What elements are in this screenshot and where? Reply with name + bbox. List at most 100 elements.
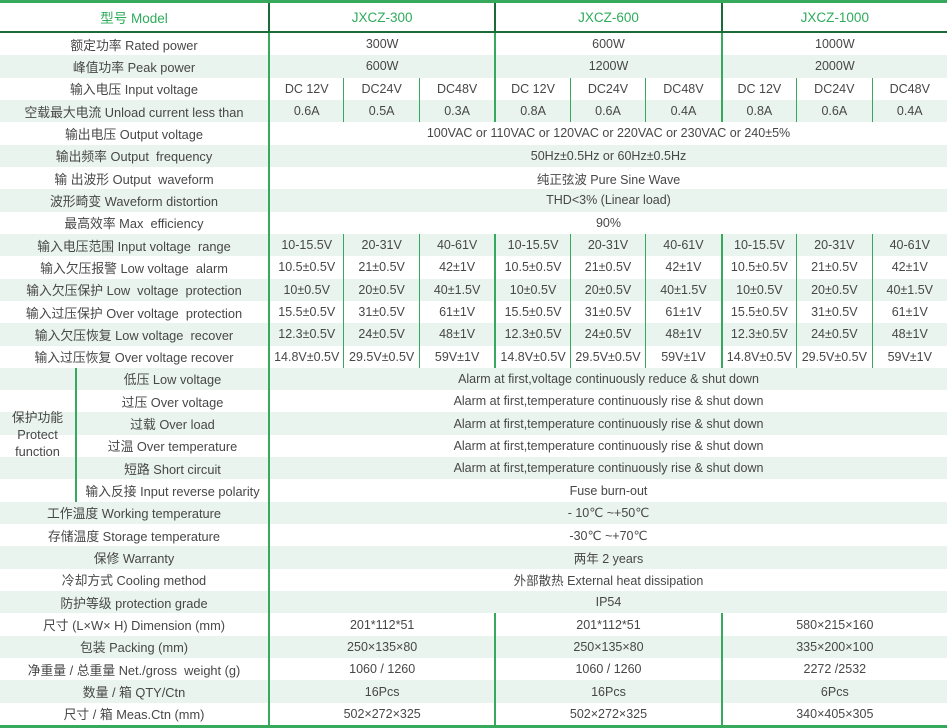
spec-value: DC 12V	[720, 77, 797, 100]
spec-value: 580×215×160	[720, 613, 947, 636]
spec-value: 10.5±0.5V	[494, 256, 570, 279]
spec-value: DC48V	[418, 77, 495, 100]
spec-value: 100VAC or 110VAC or 120VAC or 220VAC or …	[268, 122, 947, 145]
spec-value: 21±0.5V	[796, 256, 872, 279]
spec-value: 2272 /2532	[720, 658, 947, 681]
spec-value: 16Pcs	[494, 680, 721, 703]
spec-value: 502×272×325	[268, 702, 495, 725]
spec-value: 12.3±0.5V	[494, 323, 570, 346]
model-header-jxcz-1000: JXCZ-1000	[720, 3, 947, 33]
model-header-jxcz-600: JXCZ-600	[494, 3, 721, 33]
spec-value: 20±0.5V	[569, 278, 646, 301]
spec-value: 24±0.5V	[343, 323, 419, 346]
spec-value: 50Hz±0.5Hz or 60Hz±0.5Hz	[268, 144, 947, 167]
spec-row-label: 波形畸变 Waveform distortion	[0, 189, 268, 212]
protect-sub-label: 过载 Over load	[75, 412, 268, 435]
spec-value: 42±1V	[645, 256, 721, 279]
spec-value: Alarm at first,voltage continuously redu…	[268, 367, 947, 391]
model-header-label: 型号 Model	[0, 3, 268, 33]
protect-sub-label: 过温 Over temperature	[75, 434, 268, 458]
spec-value: 40-61V	[871, 233, 947, 257]
spec-value: 24±0.5V	[569, 323, 646, 346]
protect-group-column-bg	[0, 457, 75, 480]
spec-value: 20-31V	[569, 233, 646, 257]
spec-value: 48±1V	[645, 323, 721, 346]
protect-group-column-bg	[0, 390, 75, 413]
spec-value: 300W	[268, 33, 495, 56]
spec-row-label: 输 出波形 Output waveform	[0, 166, 268, 190]
spec-value: 250×135×80	[268, 635, 495, 659]
spec-value: 40±1.5V	[871, 278, 947, 301]
spec-value: 21±0.5V	[569, 256, 646, 279]
spec-value: 0.8A	[720, 99, 797, 123]
spec-value: 40-61V	[418, 233, 495, 257]
protect-sub-label: 短路 Short circuit	[75, 457, 268, 480]
spec-row-label: 净重量 / 总重量 Net./gross weight (g)	[0, 658, 268, 681]
spec-value: 10.5±0.5V	[720, 256, 797, 279]
spec-value: 0.6A	[796, 99, 872, 123]
spec-value: 10±0.5V	[494, 278, 570, 301]
spec-value: DC 12V	[268, 77, 344, 100]
spec-row-label: 工作温度 Working temperature	[0, 501, 268, 525]
spec-value: 24±0.5V	[796, 323, 872, 346]
protect-group-column-bg	[0, 434, 75, 458]
protect-sub-label: 低压 Low voltage	[75, 367, 268, 391]
spec-value: 29.5V±0.5V	[343, 345, 419, 368]
spec-value: 10-15.5V	[268, 233, 344, 257]
spec-value: DC24V	[343, 77, 419, 100]
spec-row-label: 数量 / 箱 QTY/Ctn	[0, 680, 268, 703]
spec-value: 42±1V	[418, 256, 495, 279]
spec-row-label: 尺寸 (L×W× H) Dimension (mm)	[0, 613, 268, 636]
spec-value: 10±0.5V	[268, 278, 344, 301]
spec-value: 90%	[268, 211, 947, 234]
spec-value: 31±0.5V	[569, 300, 646, 324]
spec-row-label: 空载最大电流 Unload current less than	[0, 99, 268, 123]
spec-value: 29.5V±0.5V	[796, 345, 872, 368]
spec-value: Alarm at first,temperature continuously …	[268, 390, 947, 413]
spec-value: 42±1V	[871, 256, 947, 279]
spec-value: 10-15.5V	[494, 233, 570, 257]
spec-row-label: 输入过压恢复 Over voltage recover	[0, 345, 268, 368]
spec-value: 1060 / 1260	[494, 658, 721, 681]
protect-group-column-bg	[0, 367, 75, 391]
spec-value: Fuse burn-out	[268, 479, 947, 502]
spec-value: 0.5A	[343, 99, 419, 123]
spec-value: 59V±1V	[418, 345, 495, 368]
spec-value: 12.3±0.5V	[720, 323, 797, 346]
spec-value: 0.6A	[569, 99, 646, 123]
spec-value: - 10℃ ~+50℃	[268, 501, 947, 525]
model-header-jxcz-300: JXCZ-300	[268, 3, 495, 33]
protect-sub-label: 输入反接 Input reverse polarity	[75, 479, 268, 502]
spec-value: DC 12V	[494, 77, 570, 100]
spec-value: 14.8V±0.5V	[720, 345, 797, 368]
spec-value: 61±1V	[871, 300, 947, 324]
spec-row-label: 输入过压保护 Over voltage protection	[0, 300, 268, 324]
spec-value: 6Pcs	[720, 680, 947, 703]
spec-row-label: 额定功率 Rated power	[0, 33, 268, 56]
spec-value: 48±1V	[418, 323, 495, 346]
spec-value: DC48V	[871, 77, 947, 100]
spec-value: 14.8V±0.5V	[494, 345, 570, 368]
spec-value: 31±0.5V	[796, 300, 872, 324]
spec-row-label: 输入欠压保护 Low voltage protection	[0, 278, 268, 301]
spec-value: 0.6A	[268, 99, 344, 123]
spec-value: 两年 2 years	[268, 546, 947, 569]
spec-value: DC24V	[796, 77, 872, 100]
spec-value: 10-15.5V	[720, 233, 797, 257]
spec-value: IP54	[268, 591, 947, 614]
spec-value: 40±1.5V	[418, 278, 495, 301]
spec-row-label: 峰值功率 Peak power	[0, 55, 268, 78]
spec-value: DC24V	[569, 77, 646, 100]
spec-value: 61±1V	[645, 300, 721, 324]
spec-value: 16Pcs	[268, 680, 495, 703]
spec-value: 20±0.5V	[343, 278, 419, 301]
spec-value: 10.5±0.5V	[268, 256, 344, 279]
spec-value: 0.4A	[871, 99, 947, 123]
protect-group-label: 保护功能 Protect function	[11, 409, 64, 460]
spec-value: 600W	[268, 55, 495, 78]
spec-value: 31±0.5V	[343, 300, 419, 324]
spec-value: 600W	[494, 33, 721, 56]
spec-row-label: 保修 Warranty	[0, 546, 268, 569]
spec-value: Alarm at first,temperature continuously …	[268, 457, 947, 480]
